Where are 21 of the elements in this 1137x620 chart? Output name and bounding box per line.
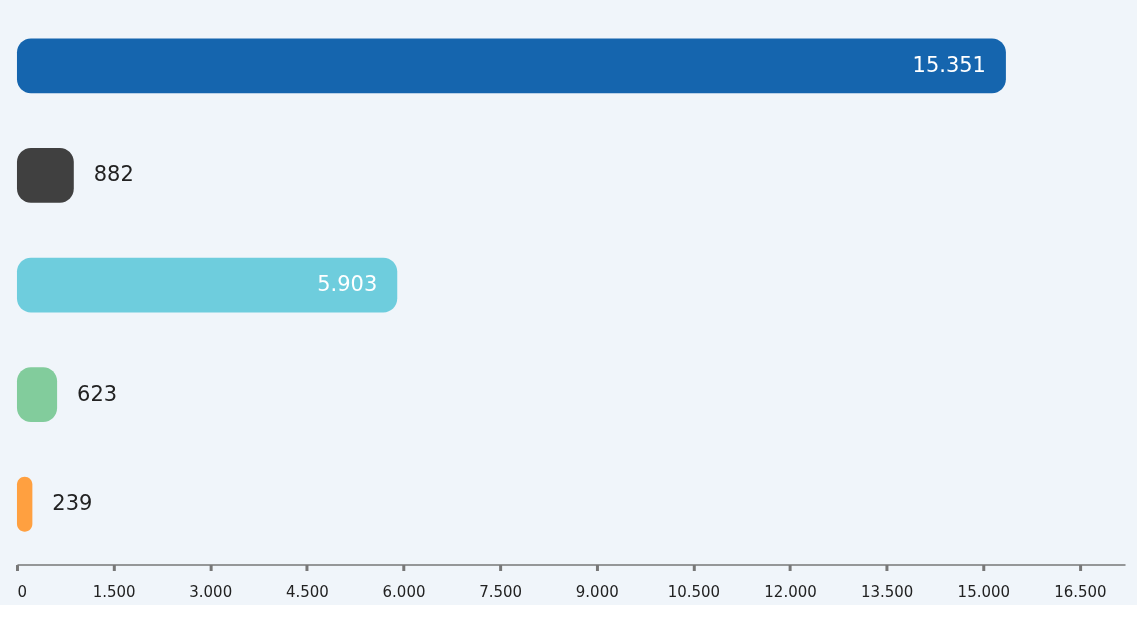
x-tick-label: 4.500 bbox=[285, 582, 329, 601]
bar bbox=[16, 148, 74, 203]
data-label: 239 bbox=[52, 491, 93, 516]
x-tick-label: 1.500 bbox=[92, 582, 136, 601]
x-tick-label: 15.000 bbox=[957, 582, 1010, 601]
x-tick-label: 12.000 bbox=[764, 582, 817, 601]
bar bbox=[16, 476, 33, 532]
x-tick-label: 6.000 bbox=[382, 582, 426, 601]
x-tick-label: 16.500 bbox=[1054, 582, 1107, 601]
x-tick-label: 0 bbox=[17, 582, 27, 601]
bar bbox=[16, 38, 1006, 94]
x-tick-label: 13.500 bbox=[860, 582, 914, 601]
data-label: 623 bbox=[77, 381, 118, 406]
x-tick-label: 9.000 bbox=[575, 582, 619, 601]
x-tick-label: 3.000 bbox=[189, 582, 233, 601]
x-tick-label: 10.500 bbox=[667, 582, 721, 601]
data-label: 5.903 bbox=[317, 272, 378, 297]
x-tick-label: 7.500 bbox=[479, 582, 523, 601]
data-label: 882 bbox=[93, 162, 134, 187]
data-label: 15.351 bbox=[912, 52, 986, 77]
bar bbox=[16, 257, 398, 313]
